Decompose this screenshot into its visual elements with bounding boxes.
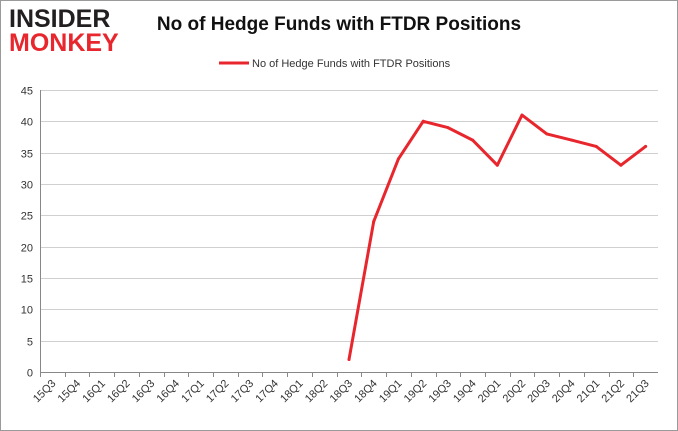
data-point-20Q2	[520, 113, 524, 117]
x-tick-label-19Q3: 19Q3	[426, 378, 454, 406]
legend-label-0: No of Hedge Funds with FTDR Positions	[252, 58, 451, 70]
data-point-20Q4	[570, 138, 573, 142]
y-tick-label-30: 30	[21, 180, 33, 192]
logo-text-monkey: MONKEY	[9, 29, 119, 57]
logo-text-insider: INSIDER	[9, 5, 111, 33]
y-tick-label-45: 45	[21, 86, 33, 98]
data-point-19Q3	[446, 126, 450, 130]
data-point-21Q3	[644, 144, 648, 148]
x-tick-label-16Q3: 16Q3	[130, 378, 158, 406]
x-tick-label-17Q1: 17Q1	[179, 378, 207, 406]
y-tick-label-40: 40	[21, 117, 33, 129]
data-point-19Q1	[396, 157, 400, 161]
x-tick-label-18Q2: 18Q2	[303, 378, 331, 406]
x-tick-label-18Q4: 18Q4	[352, 378, 380, 406]
x-tick-label-18Q1: 18Q1	[278, 378, 306, 406]
x-tick-label-15Q4: 15Q4	[56, 378, 84, 406]
x-tick-label-17Q3: 17Q3	[229, 378, 257, 406]
y-tick-label-10: 10	[21, 305, 33, 317]
data-point-19Q2	[421, 119, 425, 123]
data-point-21Q1	[594, 144, 598, 148]
x-tick-label-20Q1: 20Q1	[476, 378, 504, 406]
x-tick-label-16Q4: 16Q4	[155, 378, 183, 406]
x-tick-label-20Q4: 20Q4	[550, 378, 578, 406]
y-tick-label-25: 25	[21, 211, 33, 223]
x-tick-label-20Q3: 20Q3	[525, 378, 553, 406]
x-tick-label-17Q2: 17Q2	[204, 378, 232, 406]
x-tick-label-17Q4: 17Q4	[253, 378, 281, 406]
x-tick-label-21Q3: 21Q3	[624, 378, 652, 406]
x-tick-label-19Q4: 19Q4	[451, 378, 479, 406]
chart-title: No of Hedge Funds with FTDR Positions	[156, 14, 522, 35]
insider-monkey-logo: INSIDER MONKEY	[9, 5, 127, 57]
x-tick-label-20Q2: 20Q2	[501, 378, 529, 406]
data-point-20Q1	[495, 163, 499, 167]
x-tick-label-18Q3: 18Q3	[328, 378, 356, 406]
data-point-18Q3	[347, 358, 351, 361]
x-tick-label-21Q2: 21Q2	[600, 378, 628, 406]
x-tick-label-16Q1: 16Q1	[80, 378, 108, 406]
y-tick-label-15: 15	[21, 274, 33, 286]
x-tick-label-16Q2: 16Q2	[105, 378, 133, 406]
x-tick-label-19Q2: 19Q2	[402, 378, 430, 406]
data-point-20Q3	[545, 132, 549, 136]
x-tick-label-21Q1: 21Q1	[575, 378, 603, 406]
x-tick-label-19Q1: 19Q1	[377, 378, 405, 406]
data-point-18Q4	[372, 220, 376, 224]
series-line-0	[347, 113, 648, 361]
y-tick-label-0: 0	[27, 368, 33, 380]
data-point-21Q2	[619, 163, 623, 167]
x-tick-label-15Q3: 15Q3	[31, 378, 59, 406]
y-tick-label-35: 35	[21, 149, 33, 161]
y-tick-label-20: 20	[21, 243, 33, 255]
y-tick-label-5: 5	[27, 337, 33, 349]
data-point-19Q4	[471, 138, 475, 142]
